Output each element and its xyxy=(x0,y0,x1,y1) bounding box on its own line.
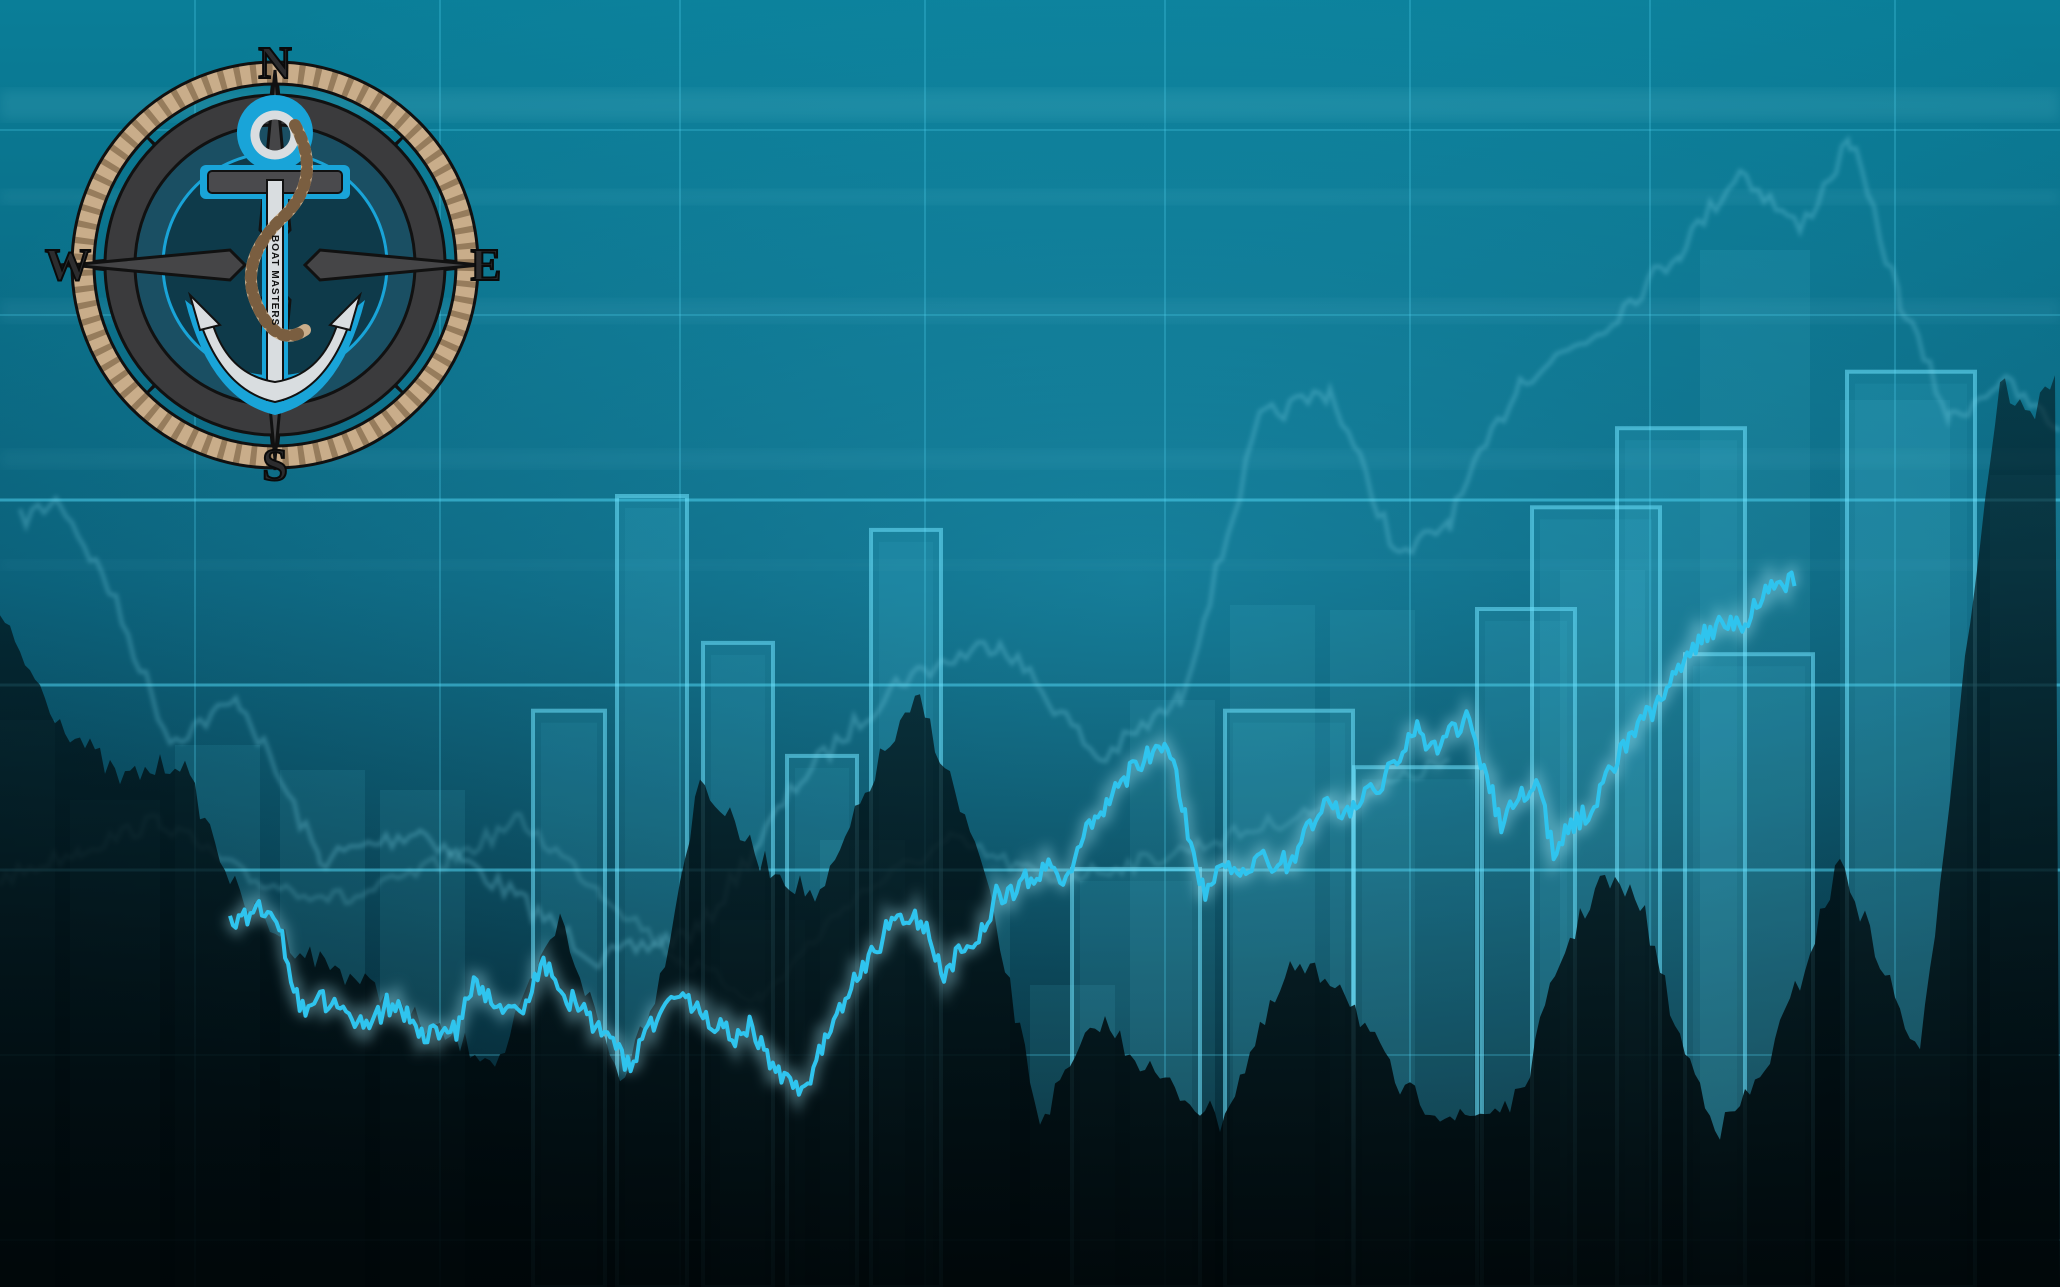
anchor-icon: BOAT MASTERS xyxy=(185,95,365,415)
shank-text: BOAT MASTERS xyxy=(269,235,280,326)
light-band-4 xyxy=(0,560,2060,570)
ghost-line-upper xyxy=(18,135,2060,971)
light-band-3 xyxy=(0,450,2060,468)
main-line-path xyxy=(228,570,1797,1097)
dark-area-fill xyxy=(0,375,2060,1287)
compass-south-letter: S xyxy=(262,439,288,490)
light-band-1 xyxy=(0,190,2060,204)
dark-mountain-area xyxy=(0,375,2060,1287)
compass-east-letter: E xyxy=(471,239,502,290)
horizontal-light-bands xyxy=(0,90,2060,570)
chart-bar-1 xyxy=(615,494,689,1287)
light-band-2 xyxy=(0,300,2060,322)
main-price-line xyxy=(224,560,1801,1116)
anchor-compass-icon: BOAT MASTERS N S W E xyxy=(44,36,502,491)
compass-north-letter: N xyxy=(258,37,291,88)
compass-west-letter: W xyxy=(45,239,91,290)
